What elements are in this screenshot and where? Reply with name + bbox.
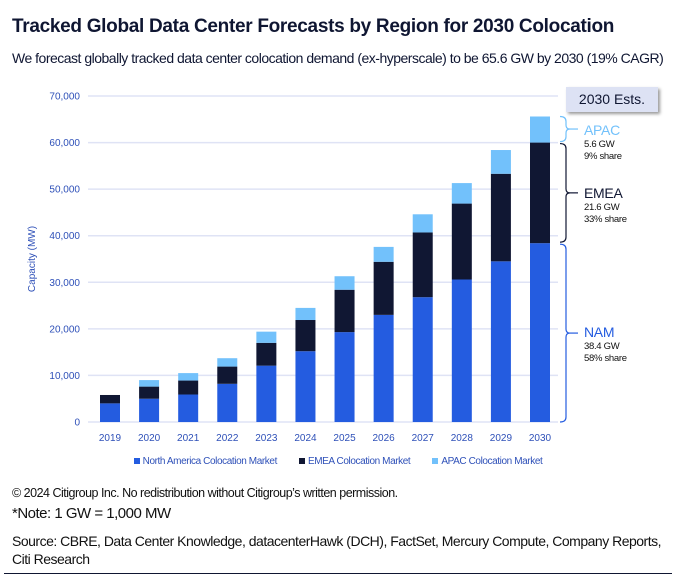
bar-segment-emea [217,366,238,384]
y-tick-label: 0 [74,418,80,429]
nam-annotation: NAM 38.4 GW 58% share [584,324,627,365]
emea-value: 21.6 GW [584,202,620,213]
x-tick-label: 2023 [255,433,278,444]
note: *Note: 1 GW = 1,000 MW [12,505,171,522]
apac-annotation: APAC 5.6 GW 9% share [584,122,622,163]
bar-segment-emea [490,173,511,262]
bar-segment-nam [217,383,238,422]
apac-share: 9% share [584,151,622,162]
bar-segment-apac [451,183,472,204]
bar-segment-nam [490,261,511,422]
y-tick-label: 60,000 [49,138,80,149]
legend-item-nam: North America Colocation Market [133,456,278,467]
emea-brace [559,142,571,243]
x-tick-label: 2026 [373,433,396,444]
bar-segment-emea [178,380,199,395]
x-tick-label: 2019 [99,433,122,444]
legend-swatch [133,458,140,465]
bar-segment-emea [530,142,550,244]
bar-segment-apac [139,380,160,387]
y-tick-label: 10,000 [49,371,80,382]
nam-value: 38.4 GW [584,341,620,352]
bar-segment-emea [334,289,355,333]
legend-label: North America Colocation Market [142,456,278,467]
bar-segment-apac [256,331,277,343]
nam-brace [559,243,571,423]
bar-segment-nam [256,365,277,422]
chart-subtitle: We forecast globally tracked data center… [12,50,664,66]
copyright: © 2024 Citigroup Inc. No redistribution … [12,486,398,500]
bar-segment-nam [100,403,120,422]
bar-segment-emea [100,394,120,404]
legend: North America Colocation Market EMEA Col… [0,456,676,467]
legend-label: EMEA Colocation Market [307,456,411,467]
legend-item-apac: APAC Colocation Market [432,456,543,467]
x-tick-label: 2020 [138,433,161,444]
x-tick-label: 2025 [333,433,356,444]
apac-value: 5.6 GW [584,139,615,150]
bar-segment-emea [451,203,472,280]
apac-label: APAC [584,122,620,138]
bar-segment-apac [334,276,355,290]
bar-segment-apac [178,373,199,381]
source-continued: Citi Research [12,551,90,567]
bar-segment-apac [530,116,550,143]
chart-title: Tracked Global Data Center Forecasts by … [12,16,615,37]
x-tick-label: 2027 [412,433,435,444]
x-tick-label: 2021 [177,433,200,444]
bar-segment-apac [295,307,316,321]
y-axis-label: Capacity (MW) [27,226,38,292]
bar-segment-nam [412,297,433,422]
bar-segment-nam [530,243,550,422]
bar-segment-emea [256,342,277,366]
y-tick-label: 40,000 [49,231,80,242]
legend-label: APAC Colocation Market [441,456,543,467]
bar-segment-nam [373,314,394,422]
y-tick-label: 50,000 [49,185,80,196]
apac-brace [559,115,571,143]
x-tick-label: 2022 [216,433,239,444]
legend-item-emea: EMEA Colocation Market [298,456,411,467]
source: Source: CBRE, Data Center Knowledge, dat… [12,533,662,549]
bar-segment-apac [490,150,511,174]
legend-swatch [432,458,439,465]
bar-segment-emea [295,320,316,352]
legend-swatch [298,458,305,465]
bar-segment-nam [139,398,160,422]
x-tick-label: 2024 [294,433,317,444]
bar-segment-apac [412,214,433,233]
nam-share: 58% share [584,353,627,364]
estimates-box: 2030 Ests. [566,87,658,112]
x-tick-label: 2029 [490,433,513,444]
emea-annotation: EMEA 21.6 GW 33% share [584,185,627,226]
bar-segment-emea [412,232,433,298]
bar-segment-nam [334,332,355,422]
nam-label: NAM [584,324,615,340]
bar-segment-nam [451,279,472,422]
y-tick-label: 20,000 [49,324,80,335]
y-tick-label: 70,000 [49,92,80,103]
bottom-divider [4,573,672,574]
emea-share: 33% share [584,214,627,225]
x-tick-label: 2030 [529,433,552,444]
bar-segment-emea [139,386,160,399]
x-tick-label: 2028 [451,433,474,444]
bar-segment-nam [295,351,316,422]
bar-segment-nam [178,394,199,422]
bar-segment-apac [373,246,394,262]
bar-segment-emea [373,261,394,315]
emea-label: EMEA [584,185,623,201]
bar-segment-apac [217,358,238,367]
y-tick-label: 30,000 [49,278,80,289]
